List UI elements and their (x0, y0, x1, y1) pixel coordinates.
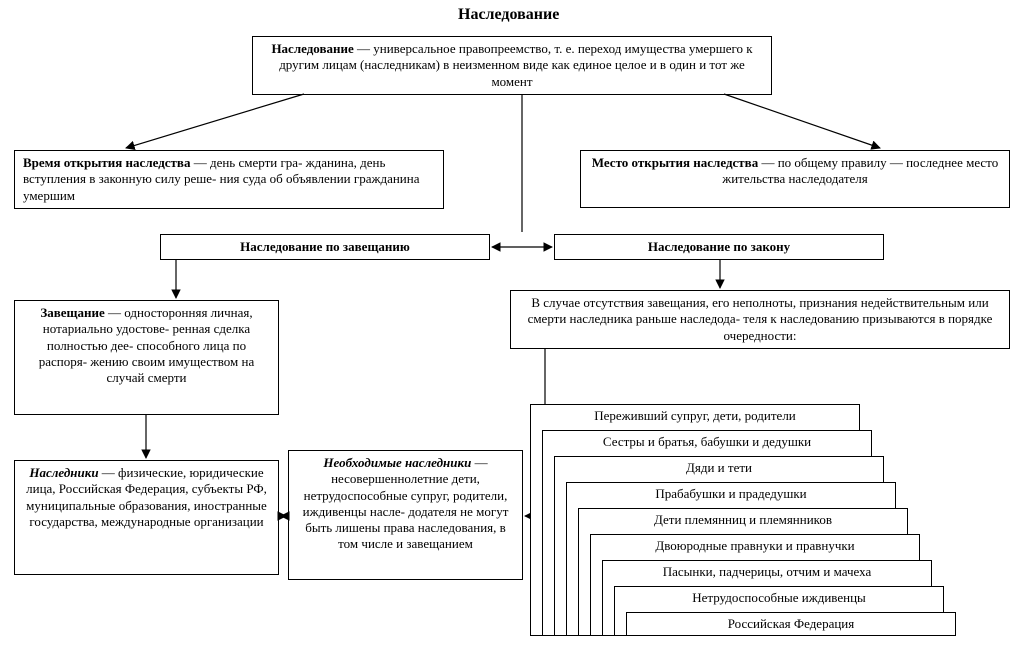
node-absence-body: В случае отсутствия завещания, его непол… (528, 295, 993, 343)
diagram-canvas: Наследование Наследование — универсально… (0, 0, 1024, 663)
node-by-law: Наследование по закону (554, 234, 884, 260)
node-heirs-term: Наследники (29, 465, 98, 480)
node-will: Завещание — односторонняя личная, нотари… (14, 300, 279, 415)
node-by-will-term: Наследование по завещанию (240, 239, 410, 254)
connector-root-to-place (724, 94, 880, 148)
node-by-will: Наследование по завещанию (160, 234, 490, 260)
node-heirs: Наследники — физические, юридические лиц… (14, 460, 279, 575)
connector-root-to-time (126, 94, 304, 148)
node-root: Наследование — универсальное правопреемс… (252, 36, 772, 95)
node-place: Место открытия наследства — по общему пр… (580, 150, 1010, 208)
node-place-body: — по общему правилу — последнее место жи… (722, 155, 998, 186)
node-time: Время открытия наследства — день смерти … (14, 150, 444, 209)
node-absence: В случае отсутствия завещания, его непол… (510, 290, 1010, 349)
node-necessary: Необходимые наследники — несовершеннолет… (288, 450, 523, 580)
queue-item: Российская Федерация (626, 612, 956, 636)
node-necessary-term: Необходимые наследники (323, 455, 471, 470)
node-by-law-term: Наследование по закону (648, 239, 790, 254)
node-place-term: Место открытия наследства (592, 155, 758, 170)
node-root-term: Наследование (271, 41, 353, 56)
node-time-term: Время открытия наследства (23, 155, 190, 170)
node-will-term: Завещание (40, 305, 104, 320)
page-title: Наследование (458, 6, 559, 24)
